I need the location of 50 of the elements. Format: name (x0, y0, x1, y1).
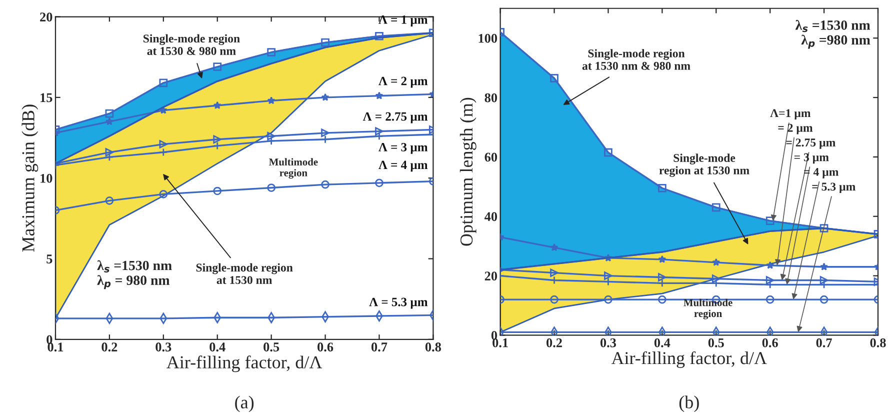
x-tick-label: 0.4 (210, 342, 226, 352)
annotation: Single-mode region at 1530 nm (196, 263, 293, 284)
annotation: Single-mode region at 1530 nm (659, 154, 750, 177)
x-tick-label: 0.8 (870, 338, 886, 348)
annotation: = 5.3 µm (812, 182, 856, 194)
annotation: λ$_{s}$ =1530 nm λ$_{p}$ =980 nm (795, 20, 870, 49)
series-label: Λ = 3 µm (378, 142, 428, 154)
x-tick-label: 0.6 (318, 342, 334, 352)
series-label: Λ = 4 µm (378, 160, 428, 172)
series-label: Λ = 2.75 µm (362, 112, 428, 124)
x-tick-label: 0.5 (264, 342, 280, 352)
annotation: Single-mode region at 1530 & 980 nm (143, 34, 240, 55)
y-tick-label: 0 (491, 331, 498, 340)
y-axis-title: Optimum length (m) (460, 98, 476, 246)
series-label: Λ = 1 µm (378, 16, 428, 26)
annotation: = 2.75 µm (786, 138, 836, 149)
x-tick-label: 0.4 (654, 338, 670, 348)
y-tick-label: 15 (40, 93, 52, 102)
y-tick-label: 20 (40, 12, 52, 22)
x-tick-label: 0.3 (156, 342, 172, 352)
text: (a) (235, 396, 254, 412)
annotation: Λ=1 µm (770, 109, 811, 120)
x-tick-label: 0.2 (102, 342, 118, 352)
series-label: Λ = 2 µm (378, 76, 428, 88)
annotation: Multimode region (269, 158, 318, 179)
x-tick-label: 0.3 (600, 338, 616, 348)
y-tick-label: 10 (40, 174, 52, 183)
x-axis-title: Air-filling factor, d/Λ (166, 356, 322, 372)
y-tick-label: 100 (478, 34, 498, 43)
x-tick-label: 0.2 (546, 338, 562, 348)
x-tick-label: 0.1 (48, 342, 64, 352)
x-tick-label: 0.7 (816, 338, 832, 348)
y-tick-label: 0 (46, 335, 52, 344)
x-tick-label: 0.8 (425, 342, 441, 352)
y-tick-label: 60 (484, 152, 498, 162)
y-tick-label: 40 (484, 212, 498, 222)
annotation: λ$_{s}$ =1530 nm λ$_{p}$ = 980 nm (97, 260, 172, 290)
x-tick-label: 0.5 (708, 338, 724, 348)
y-axis-title: Maximum gain (dB) (22, 104, 38, 252)
x-axis-title: Air-filling factor, d/Λ (611, 351, 767, 368)
annotation: Multimode region (684, 298, 732, 320)
series-label: Λ = 5.3 µm (369, 298, 428, 309)
y-tick-label: 5 (46, 254, 52, 264)
x-tick-label: 0.1 (492, 338, 508, 348)
annotation: Single-mode region at 1530 nm & 980 nm (582, 49, 690, 70)
text: (b) (679, 396, 699, 412)
x-tick-label: 0.6 (762, 338, 778, 348)
y-tick-label: 20 (484, 272, 498, 280)
y-tick-label: 80 (484, 93, 498, 102)
x-tick-label: 0.7 (371, 342, 388, 352)
